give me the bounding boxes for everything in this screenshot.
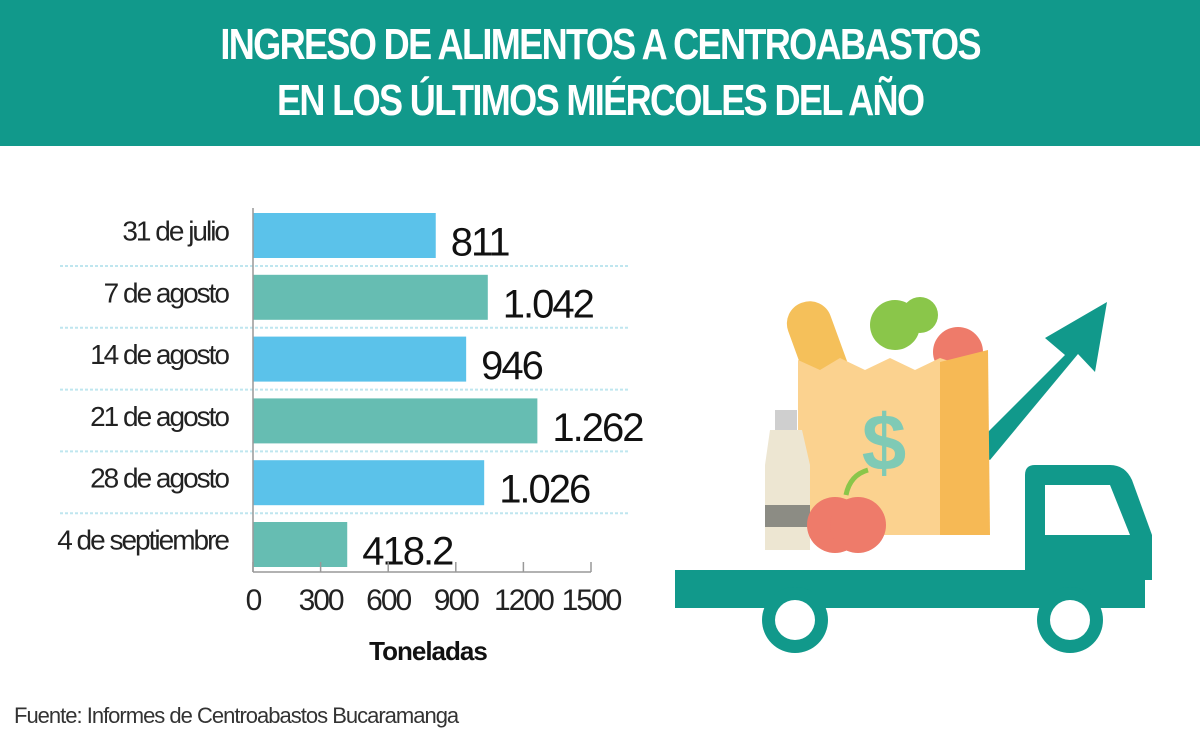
category-label: 4 de septiembre bbox=[57, 525, 229, 556]
up-trend-arrow-icon bbox=[970, 302, 1107, 460]
data-label: 946 bbox=[481, 344, 542, 388]
category-label: 7 de agosto bbox=[104, 277, 230, 308]
title-banner: INGRESO DE ALIMENTOS A CENTROABASTOS EN … bbox=[0, 0, 1200, 146]
x-tick-label: 900 bbox=[434, 584, 479, 617]
x-tick-label: 1500 bbox=[562, 584, 622, 617]
x-tick-label: 300 bbox=[299, 584, 344, 617]
delivery-truck-icon bbox=[675, 465, 1152, 653]
data-label: 418.2 bbox=[362, 530, 453, 574]
category-label: 28 de agosto bbox=[90, 463, 229, 494]
bar bbox=[253, 522, 348, 567]
bar bbox=[253, 336, 467, 382]
x-axis-label: Toneladas bbox=[369, 636, 487, 666]
category-label: 14 de agosto bbox=[90, 339, 229, 370]
x-tick-label: 1200 bbox=[494, 584, 554, 617]
title-line-2: EN LOS ÚLTIMOS MIÉRCOLES DEL AÑO bbox=[276, 76, 925, 125]
category-label: 21 de agosto bbox=[90, 401, 229, 432]
data-label: 1.026 bbox=[499, 468, 590, 512]
source-note: Fuente: Informes de Centroabastos Bucara… bbox=[14, 703, 459, 728]
lettuce-icon bbox=[870, 297, 938, 350]
bar bbox=[253, 460, 485, 506]
data-label: 811 bbox=[451, 221, 510, 265]
bar bbox=[253, 213, 436, 258]
x-tick-label: 600 bbox=[366, 584, 411, 617]
bottle-icon bbox=[765, 410, 810, 550]
category-label: 31 de julio bbox=[122, 216, 229, 247]
data-label: 1.042 bbox=[503, 282, 594, 326]
dollar-sign-icon: $ bbox=[862, 398, 907, 487]
bar bbox=[253, 274, 488, 320]
bar bbox=[253, 398, 538, 444]
data-label: 1.262 bbox=[552, 406, 643, 450]
apple-icon bbox=[807, 467, 886, 553]
x-tick-label: 0 bbox=[246, 584, 262, 617]
truck-groceries-illustration: $ bbox=[675, 297, 1152, 653]
title-line-1: INGRESO DE ALIMENTOS A CENTROABASTOS bbox=[220, 20, 981, 69]
grocery-bag-icon: $ bbox=[798, 350, 990, 535]
bar-chart: 31 de julio 811 7 de agosto 1.042 14 de agos… bbox=[57, 208, 645, 666]
